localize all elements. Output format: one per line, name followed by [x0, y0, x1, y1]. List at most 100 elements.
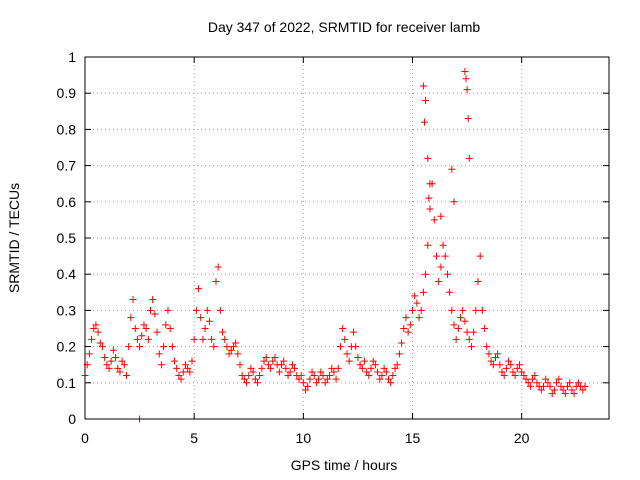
y-tick-label: 0: [68, 411, 76, 427]
data-point: [448, 306, 456, 314]
data-point: [461, 67, 469, 75]
data-point: [256, 372, 264, 380]
data-point: [234, 350, 242, 358]
data-point: [171, 357, 179, 365]
data-point: [275, 368, 283, 376]
data-point: [164, 306, 172, 314]
data-point: [465, 335, 473, 343]
data-point: [520, 372, 528, 380]
x-tick-label: 5: [190, 430, 198, 446]
data-point: [203, 306, 211, 314]
data-point: [452, 335, 460, 343]
data-point: [426, 180, 434, 188]
data-point: [433, 252, 441, 260]
data-point: [221, 335, 229, 343]
data-point: [546, 382, 554, 390]
data-point: [249, 368, 257, 376]
data-point: [295, 375, 303, 383]
y-tick-labels: 0 0.1 0.2 0.3 0.4 0.5 0.6 0.7 0.8 0.9 1: [57, 49, 77, 427]
data-point: [253, 379, 261, 387]
data-point: [494, 350, 502, 358]
data-point: [454, 325, 462, 332]
data-point: [326, 372, 334, 380]
data-point: [278, 361, 285, 369]
y-tick-label: 0.5: [57, 230, 77, 246]
data-point: [227, 346, 235, 354]
data-point: [570, 390, 578, 398]
x-tick-label: 20: [514, 430, 530, 446]
data-point: [214, 263, 222, 271]
data-point: [553, 379, 561, 387]
data-point: [94, 328, 102, 336]
data-point: [360, 357, 368, 365]
data-point: [251, 375, 259, 383]
data-point: [319, 372, 327, 380]
data-point: [118, 357, 126, 365]
data-point: [122, 372, 130, 380]
data-point: [417, 306, 425, 314]
data-point: [476, 252, 484, 260]
data-point: [264, 361, 272, 369]
data-point: [513, 364, 521, 372]
data-point: [524, 379, 532, 387]
data-point: [550, 386, 558, 394]
x-tick-label: 10: [296, 430, 312, 446]
data-point: [544, 379, 552, 387]
data-point: [376, 375, 384, 383]
gridlines: [85, 57, 609, 419]
data-point: [247, 364, 255, 372]
data-point: [323, 375, 331, 383]
data-point: [188, 357, 196, 365]
data-point: [441, 252, 449, 260]
data-point: [138, 332, 146, 340]
data-point: [142, 325, 150, 332]
data-point: [400, 325, 408, 332]
data-point: [393, 361, 401, 369]
data-point: [308, 368, 316, 376]
data-point: [564, 382, 572, 390]
data-point: [435, 277, 443, 285]
data-point: [378, 372, 386, 380]
data-point: [354, 353, 362, 361]
data-point: [526, 382, 534, 390]
data-point: [413, 299, 421, 307]
data-point: [382, 368, 390, 376]
data-point: [463, 328, 471, 336]
data-point: [147, 306, 154, 314]
data-point: [334, 364, 342, 372]
x-axis-label: GPS time / hours: [291, 457, 398, 473]
data-point: [216, 306, 224, 314]
data-point: [288, 361, 296, 369]
data-point: [151, 310, 159, 318]
data-point: [374, 368, 382, 376]
data-point: [267, 364, 275, 372]
data-point: [485, 350, 493, 358]
data-point: [387, 379, 395, 387]
x-tick-label: 0: [81, 430, 89, 446]
data-point: [478, 306, 486, 314]
data-point: [537, 386, 545, 394]
data-point: [419, 82, 427, 90]
data-point: [153, 328, 161, 336]
data-point: [166, 325, 174, 332]
data-point: [286, 368, 294, 376]
data-point: [411, 292, 419, 300]
data-point: [212, 277, 220, 285]
data-point: [160, 343, 168, 351]
data-point: [210, 343, 218, 351]
data-point: [208, 335, 216, 343]
data-point: [339, 325, 347, 332]
data-point: [144, 335, 152, 343]
y-tick-label: 0.3: [57, 302, 77, 318]
data-point: [425, 194, 433, 202]
data-point: [380, 364, 388, 372]
data-point: [116, 368, 124, 376]
data-point: [437, 263, 445, 271]
data-point: [201, 325, 209, 332]
data-point: [533, 379, 541, 387]
x-tick-labels: 0 5 10 15 20: [81, 430, 530, 446]
y-tick-label: 0.9: [57, 85, 77, 101]
data-point: [463, 86, 471, 94]
data-point: [350, 328, 358, 336]
data-point: [559, 386, 567, 394]
